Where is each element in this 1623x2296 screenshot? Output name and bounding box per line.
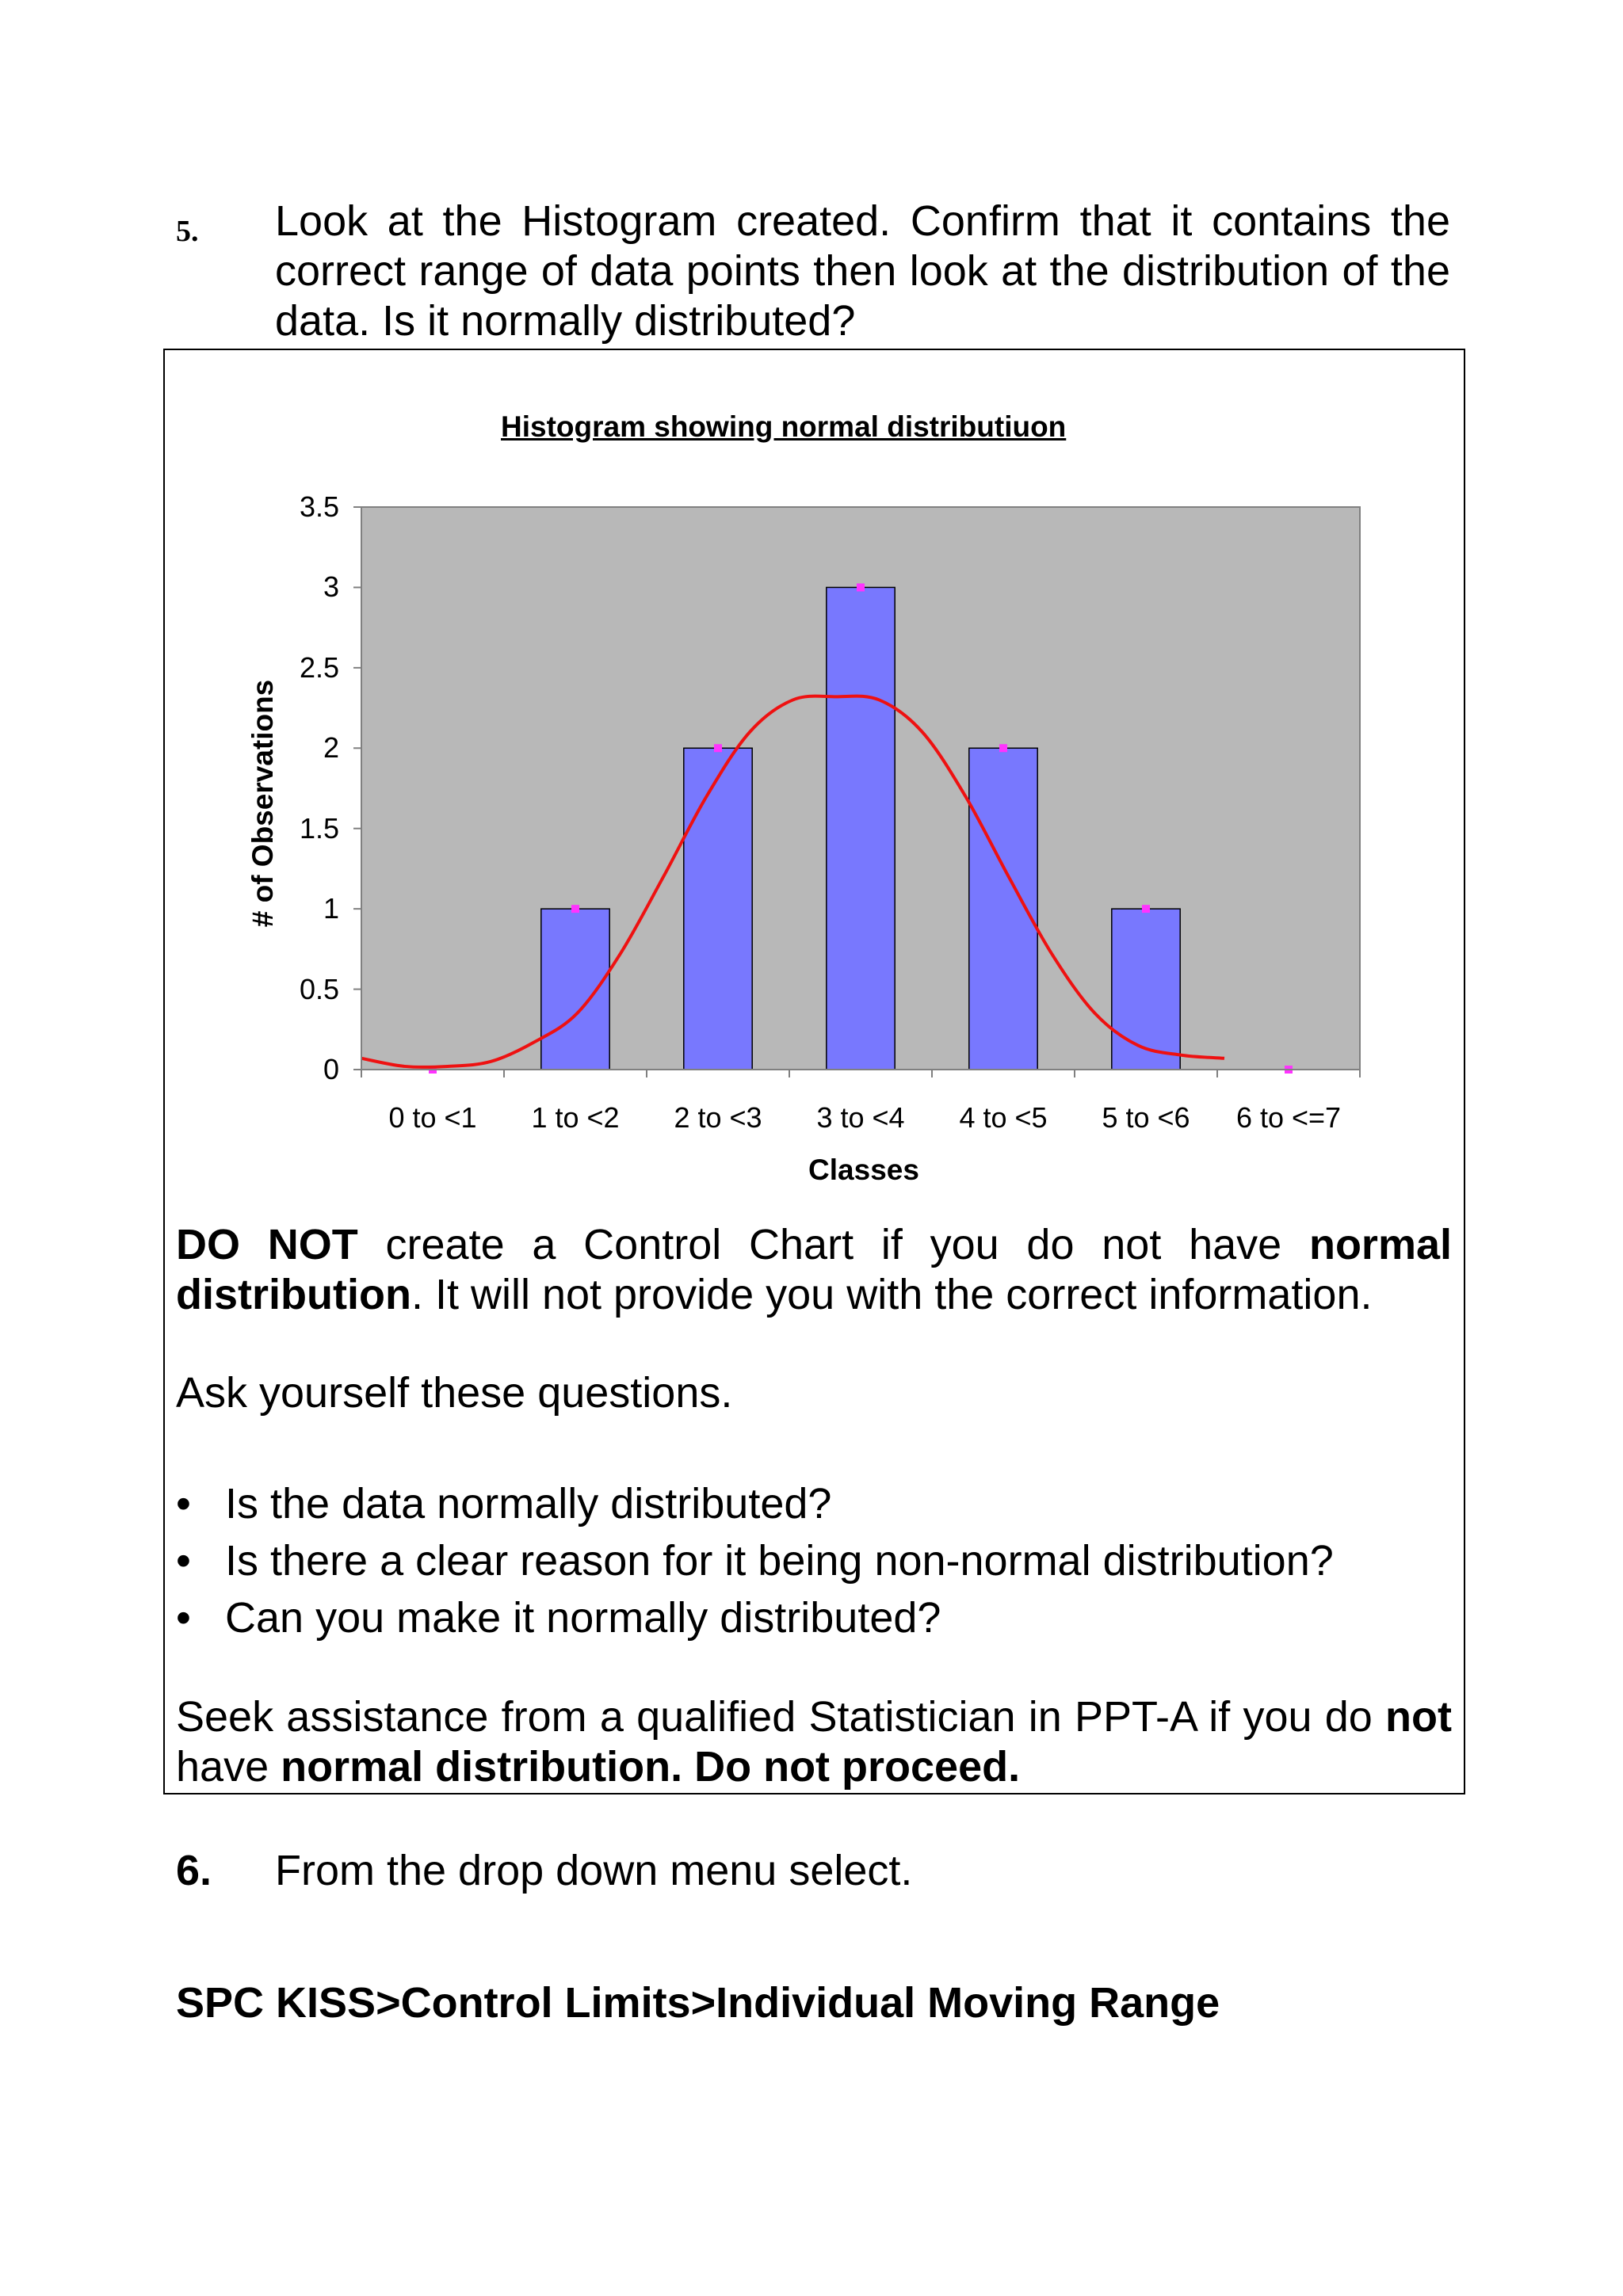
x-tick-label: 6 to <=7 [1235, 1101, 1342, 1134]
warning-normal-distribution: normal distribution [176, 1221, 1452, 1318]
y-tick-label: 2.5 [299, 650, 339, 684]
step-6-instruction: From the drop down menu select. [275, 1847, 913, 1894]
y-tick-label: 1 [323, 892, 339, 925]
normal-curve [361, 694, 1225, 1069]
data-point-marker [857, 583, 865, 592]
content-box [163, 349, 1465, 1794]
data-point-marker [571, 905, 579, 913]
y-tick-label: 3.5 [299, 490, 339, 523]
question-item: Is there a clear reason for it being non… [176, 1532, 1334, 1589]
x-tick-label: 4 to <5 [959, 1101, 1048, 1134]
warning-text-2: . It will not provide you with the corre… [411, 1271, 1373, 1318]
question-item: Can you make it normally distributed? [176, 1589, 1334, 1646]
warning-paragraph: DO NOT create a Control Chart if you do … [176, 1220, 1452, 1320]
histogram-chart [353, 506, 1361, 1077]
data-point-marker [714, 744, 722, 753]
histogram-bar [683, 747, 753, 1070]
step-6-number: 6. [176, 1847, 212, 1894]
seek-text-1: Seek assistance from a qualified Statist… [176, 1693, 1386, 1741]
warning-do-not: DO NOT [176, 1221, 358, 1268]
menu-path: SPC KISS>Control Limits>Individual Movin… [176, 1979, 1220, 2027]
histogram-bar [826, 586, 896, 1070]
seek-do-not-proceed: normal distribution. Do not proceed. [281, 1743, 1021, 1791]
y-tick-label: 1.5 [299, 811, 339, 845]
y-tick-label: 0.5 [299, 972, 339, 1005]
chart-title: Histogram showing normal distributiuon [501, 410, 1067, 443]
ask-heading: Ask yourself these questions. [176, 1369, 733, 1417]
x-tick-label: 1 to <2 [531, 1101, 620, 1134]
seek-not: not [1385, 1693, 1452, 1741]
step-5-number: 5. [176, 215, 199, 248]
x-tick-label: 3 to <4 [816, 1101, 905, 1134]
histogram-bar [540, 908, 610, 1070]
seek-assistance-paragraph: Seek assistance from a qualified Statist… [176, 1692, 1452, 1792]
x-tick-label: 2 to <3 [674, 1101, 762, 1134]
data-point-marker [999, 744, 1007, 753]
y-tick-label: 0 [323, 1053, 339, 1085]
y-tick-label: 3 [323, 570, 339, 604]
histogram-bar [1111, 908, 1181, 1070]
y-tick-label: 2 [323, 731, 339, 765]
step-5-instruction: Look at the Histogram created. Confirm t… [275, 197, 1450, 345]
data-point-marker [1142, 905, 1150, 913]
x-tick-label: 0 to <1 [388, 1101, 477, 1134]
question-item: Is the data normally distributed? [176, 1475, 1334, 1532]
seek-text-2: have [176, 1743, 281, 1791]
question-list: Is the data normally distributed? Is the… [176, 1475, 1334, 1646]
warning-text-1: create a Control Chart if you do not hav… [357, 1221, 1309, 1268]
x-tick-label: 5 to <6 [1102, 1101, 1190, 1134]
x-axis-label: Classes [808, 1154, 919, 1186]
